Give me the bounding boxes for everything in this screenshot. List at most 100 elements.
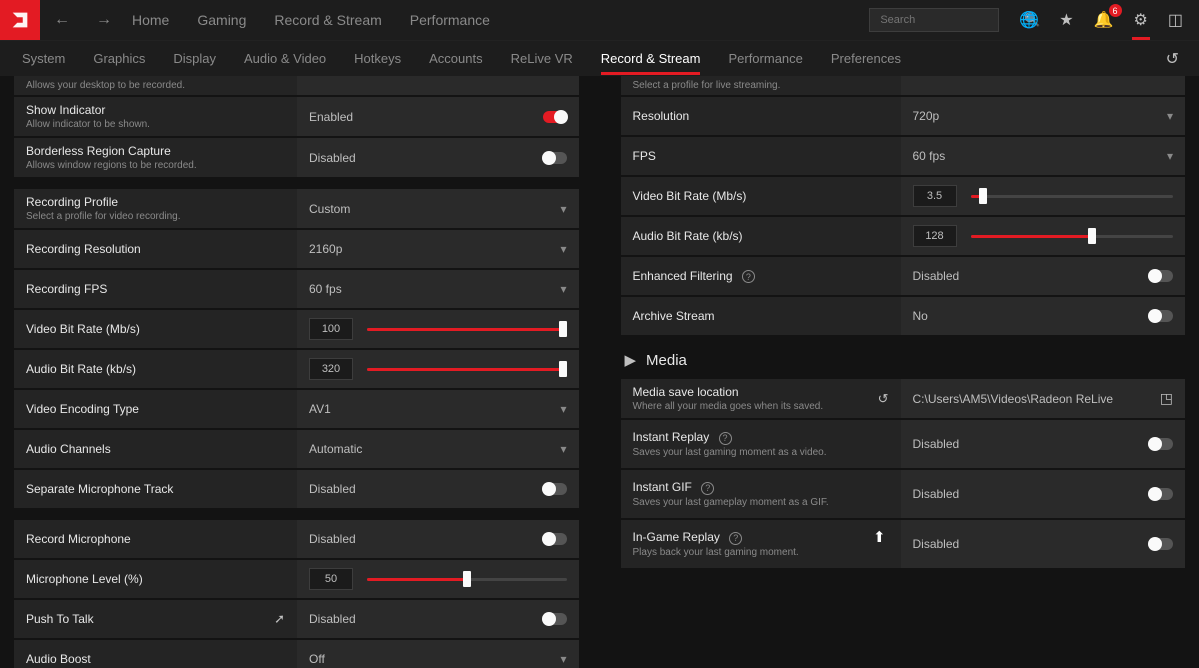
row-ingame-replay: In-Game Replay ? Plays back your last ga…: [621, 520, 1186, 568]
subtab-accounts[interactable]: Accounts: [429, 51, 482, 66]
instant-replay-toggle[interactable]: [1149, 438, 1173, 450]
audio-boost-title: Audio Boost: [26, 652, 285, 666]
stream-abr-slider[interactable]: [971, 229, 1174, 243]
stream-fps-value: 60 fps: [913, 149, 946, 163]
subtab-display[interactable]: Display: [173, 51, 216, 66]
ingame-replay-title: In-Game Replay ?: [633, 530, 889, 545]
row-archive-stream: Archive Stream No: [621, 297, 1186, 335]
subtab-system[interactable]: System: [22, 51, 65, 66]
primary-tabs: Home Gaming Record & Stream Performance: [132, 12, 490, 28]
separate-mic-value: Disabled: [309, 482, 356, 496]
back-arrow-icon[interactable]: ←: [54, 11, 70, 29]
reset-icon[interactable]: ↺: [1166, 49, 1179, 69]
enhanced-filtering-value: Disabled: [913, 269, 960, 283]
enhanced-filtering-toggle[interactable]: [1149, 270, 1173, 282]
media-play-icon: ▶: [625, 351, 637, 369]
encoding-type-title: Video Encoding Type: [26, 402, 285, 416]
show-indicator-desc: Allow indicator to be shown.: [26, 119, 285, 130]
audio-bitrate-input[interactable]: 320: [309, 358, 353, 380]
forward-arrow-icon[interactable]: →: [96, 11, 112, 29]
ptt-title: Push To Talk: [26, 612, 285, 626]
top-bar: ← → Home Gaming Record & Stream Performa…: [0, 0, 1199, 40]
video-bitrate-input[interactable]: 100: [309, 318, 353, 340]
panel-icon[interactable]: ◫: [1168, 10, 1183, 30]
ingame-replay-toggle[interactable]: [1149, 538, 1173, 550]
chevron-down-icon: ▾: [560, 402, 566, 416]
subtab-audio-video[interactable]: Audio & Video: [244, 51, 326, 66]
audio-channels-dropdown[interactable]: Automatic ▾: [309, 442, 567, 456]
mic-level-input[interactable]: 50: [309, 568, 353, 590]
row-record-mic: Record Microphone Disabled: [14, 520, 579, 558]
separate-mic-toggle[interactable]: [543, 483, 567, 495]
stream-vbr-slider[interactable]: [971, 189, 1174, 203]
stream-fps-dropdown[interactable]: 60 fps ▾: [913, 149, 1174, 163]
recording-profile-title: Recording Profile: [26, 195, 285, 209]
stream-resolution-dropdown[interactable]: 720p ▾: [913, 109, 1174, 123]
subtab-record-stream[interactable]: Record & Stream: [601, 51, 701, 66]
subtab-relive-vr[interactable]: ReLive VR: [511, 51, 573, 66]
row-record-desktop-clipped: Allows your desktop to be recorded.: [14, 76, 579, 95]
stream-vbr-input[interactable]: 3.5: [913, 185, 957, 207]
stream-vbr-title: Video Bit Rate (Mb/s): [633, 189, 889, 203]
amd-logo[interactable]: [0, 0, 40, 40]
help-icon[interactable]: ?: [729, 532, 742, 545]
recording-profile-dropdown[interactable]: Custom ▾: [309, 202, 567, 216]
instant-gif-toggle[interactable]: [1149, 488, 1173, 500]
stream-abr-input[interactable]: 128: [913, 225, 957, 247]
row-stream-profile-clipped: Select a profile for live streaming.: [621, 76, 1186, 95]
video-bitrate-slider[interactable]: [367, 322, 567, 336]
search-box[interactable]: 🔍: [869, 8, 999, 32]
record-mic-value: Disabled: [309, 532, 356, 546]
ptt-toggle[interactable]: [543, 613, 567, 625]
row-instant-replay: Instant Replay ? Saves your last gaming …: [621, 420, 1186, 468]
row-stream-video-bitrate: Video Bit Rate (Mb/s) 3.5: [621, 177, 1186, 215]
undo-icon[interactable]: ↺: [878, 391, 889, 407]
media-section-title: Media: [646, 352, 687, 369]
show-indicator-toggle[interactable]: [543, 111, 567, 123]
primary-tab-home[interactable]: Home: [132, 12, 169, 28]
primary-tab-performance[interactable]: Performance: [410, 12, 490, 28]
help-icon[interactable]: ?: [742, 270, 755, 283]
row-stream-audio-bitrate: Audio Bit Rate (kb/s) 128: [621, 217, 1186, 255]
show-indicator-value: Enabled: [309, 110, 353, 124]
subtab-hotkeys[interactable]: Hotkeys: [354, 51, 401, 66]
instant-gif-value: Disabled: [913, 487, 960, 501]
row-borderless-capture: Borderless Region Capture Allows window …: [14, 138, 579, 177]
stream-abr-title: Audio Bit Rate (kb/s): [633, 229, 889, 243]
star-icon[interactable]: ★: [1059, 10, 1073, 30]
borderless-value: Disabled: [309, 151, 356, 165]
web-icon[interactable]: 🌐: [1019, 10, 1039, 30]
row-media-save-location: Media save location Where all your media…: [621, 379, 1186, 418]
left-column: Allows your desktop to be recorded. Show…: [14, 76, 579, 668]
open-folder-icon[interactable]: ◳: [1160, 390, 1173, 407]
record-mic-toggle[interactable]: [543, 533, 567, 545]
settings-gear-icon[interactable]: ⚙: [1134, 10, 1148, 30]
recording-fps-dropdown[interactable]: 60 fps ▾: [309, 282, 567, 296]
subtab-performance[interactable]: Performance: [728, 51, 802, 66]
subtab-graphics[interactable]: Graphics: [93, 51, 145, 66]
primary-tab-gaming[interactable]: Gaming: [197, 12, 246, 28]
audio-boost-dropdown[interactable]: Off ▾: [309, 652, 567, 666]
audio-bitrate-slider[interactable]: [367, 362, 567, 376]
instant-gif-title: Instant GIF ?: [633, 480, 889, 495]
chevron-down-icon: ▾: [1167, 109, 1173, 123]
ingame-replay-desc: Plays back your last gaming moment.: [633, 547, 889, 558]
encoding-type-dropdown[interactable]: AV1 ▾: [309, 402, 567, 416]
help-icon[interactable]: ?: [701, 482, 714, 495]
recording-resolution-dropdown[interactable]: 2160p ▾: [309, 242, 567, 256]
audio-channels-title: Audio Channels: [26, 442, 285, 456]
mic-level-slider[interactable]: [367, 572, 567, 586]
bell-icon[interactable]: 🔔 6: [1094, 10, 1114, 30]
stream-profile-desc: Select a profile for live streaming.: [633, 80, 889, 91]
help-icon[interactable]: ?: [719, 432, 732, 445]
borderless-desc: Allows window regions to be recorded.: [26, 160, 285, 171]
show-indicator-title: Show Indicator: [26, 103, 285, 117]
row-stream-resolution: Resolution 720p ▾: [621, 97, 1186, 135]
archive-stream-toggle[interactable]: [1149, 310, 1173, 322]
subtab-preferences[interactable]: Preferences: [831, 51, 901, 66]
search-input[interactable]: [878, 13, 1024, 27]
share-icon[interactable]: ➚: [274, 611, 285, 627]
stream-fps-title: FPS: [633, 149, 889, 163]
primary-tab-record-stream[interactable]: Record & Stream: [274, 12, 381, 28]
borderless-toggle[interactable]: [543, 152, 567, 164]
